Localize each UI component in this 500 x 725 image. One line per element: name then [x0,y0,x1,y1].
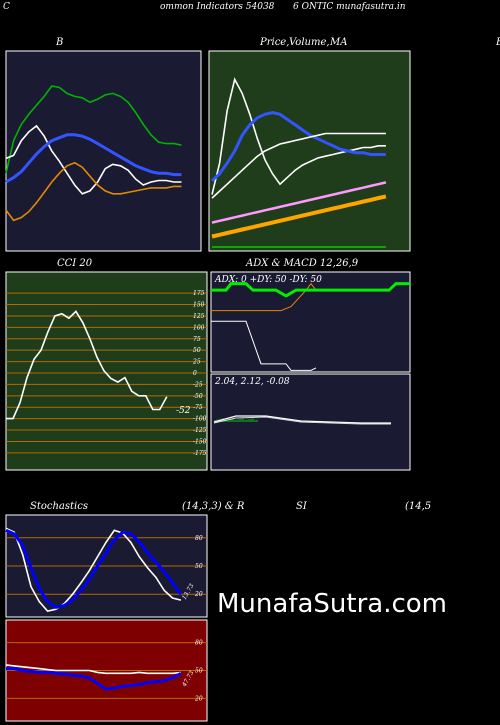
cci-tick-label: 150 [193,302,205,309]
watermark: MunafaSutra.com [217,589,448,619]
cci-series-0 [6,310,168,420]
macd-line [213,415,391,424]
cci-tick-label: -25 [193,381,203,388]
stoch-title: Stochastics [30,501,88,512]
stoch-tick-label: 50 [195,563,203,570]
header-left-letter: C [3,2,10,12]
adx-minus-dy [211,282,317,312]
cci-tick-label: -150 [193,438,207,445]
cci-tick-label: 50 [193,347,201,354]
price-title-price: Price, [260,37,290,48]
stoch-tick-label: 80 [195,535,203,542]
bb-title: B [56,37,64,48]
header-title-right: 6 ONTIC munafasutra.in [293,2,406,12]
adx-panel [210,271,411,373]
price-series-0 [211,77,386,195]
adx-plus-dy [211,320,317,371]
price-series-1 [210,111,386,182]
stoch-series-1 [5,528,183,610]
cci-tick-label: 25 [192,359,201,366]
macd-readout: 2.04, 2.12, -0.08 [215,377,290,387]
cci-tick-label: 125 [193,313,205,320]
header-title: ommon Indicators 54038 [160,2,275,12]
rsi-series-0 [5,664,181,675]
price-series-4 [211,194,387,239]
price-series-2 [211,132,386,199]
cci-tick-label: -125 [193,427,207,434]
rsi-title: SI [296,501,307,512]
bb-series-3 [5,161,182,222]
bb-panel [5,50,202,252]
stoch-params: (14,3,3) & R [182,501,245,512]
price-title-volume: Volume, [289,37,330,48]
cci-tick-label: 100 [193,324,205,331]
price-title-ma: MA [330,37,348,48]
adx-readout: ADX: 0 +DY: 50 -DY: 50 [215,275,322,285]
adx-line [211,282,410,298]
cci-panel [5,271,208,471]
cci-tick-label: -175 [193,450,207,457]
rsi-params: (14,5 [405,501,432,512]
bb-series-2 [5,133,182,184]
bb-series-1 [5,124,182,195]
cci-tick-label: 75 [193,336,201,343]
stoch-series-0 [5,527,182,612]
rsi-tick-label: 80 [195,640,203,647]
rsi-tick-label: 50 [195,668,203,675]
cci-tick-label: 0 [193,370,197,377]
rsi-tick-label: 20 [194,695,203,702]
stoch-tick-label: 20 [194,591,203,598]
adx-title: ADX & MACD 12,26,9 [246,258,359,269]
rsi-series-1 [6,667,182,691]
cci-tick-label: -75 [193,404,203,411]
bb-series-0 [5,85,182,174]
cci-tick-label: -50 [193,393,203,400]
price-series-3 [211,181,387,224]
macd-signal [213,416,391,425]
cci-title: CCI 20 [57,258,93,269]
cci-value-label: -52 [176,406,191,416]
bb-right-edge: E [496,38,500,48]
cci-tick-label: -100 [193,416,207,423]
price-panel [208,50,411,252]
cci-tick-label: 175 [193,290,205,297]
